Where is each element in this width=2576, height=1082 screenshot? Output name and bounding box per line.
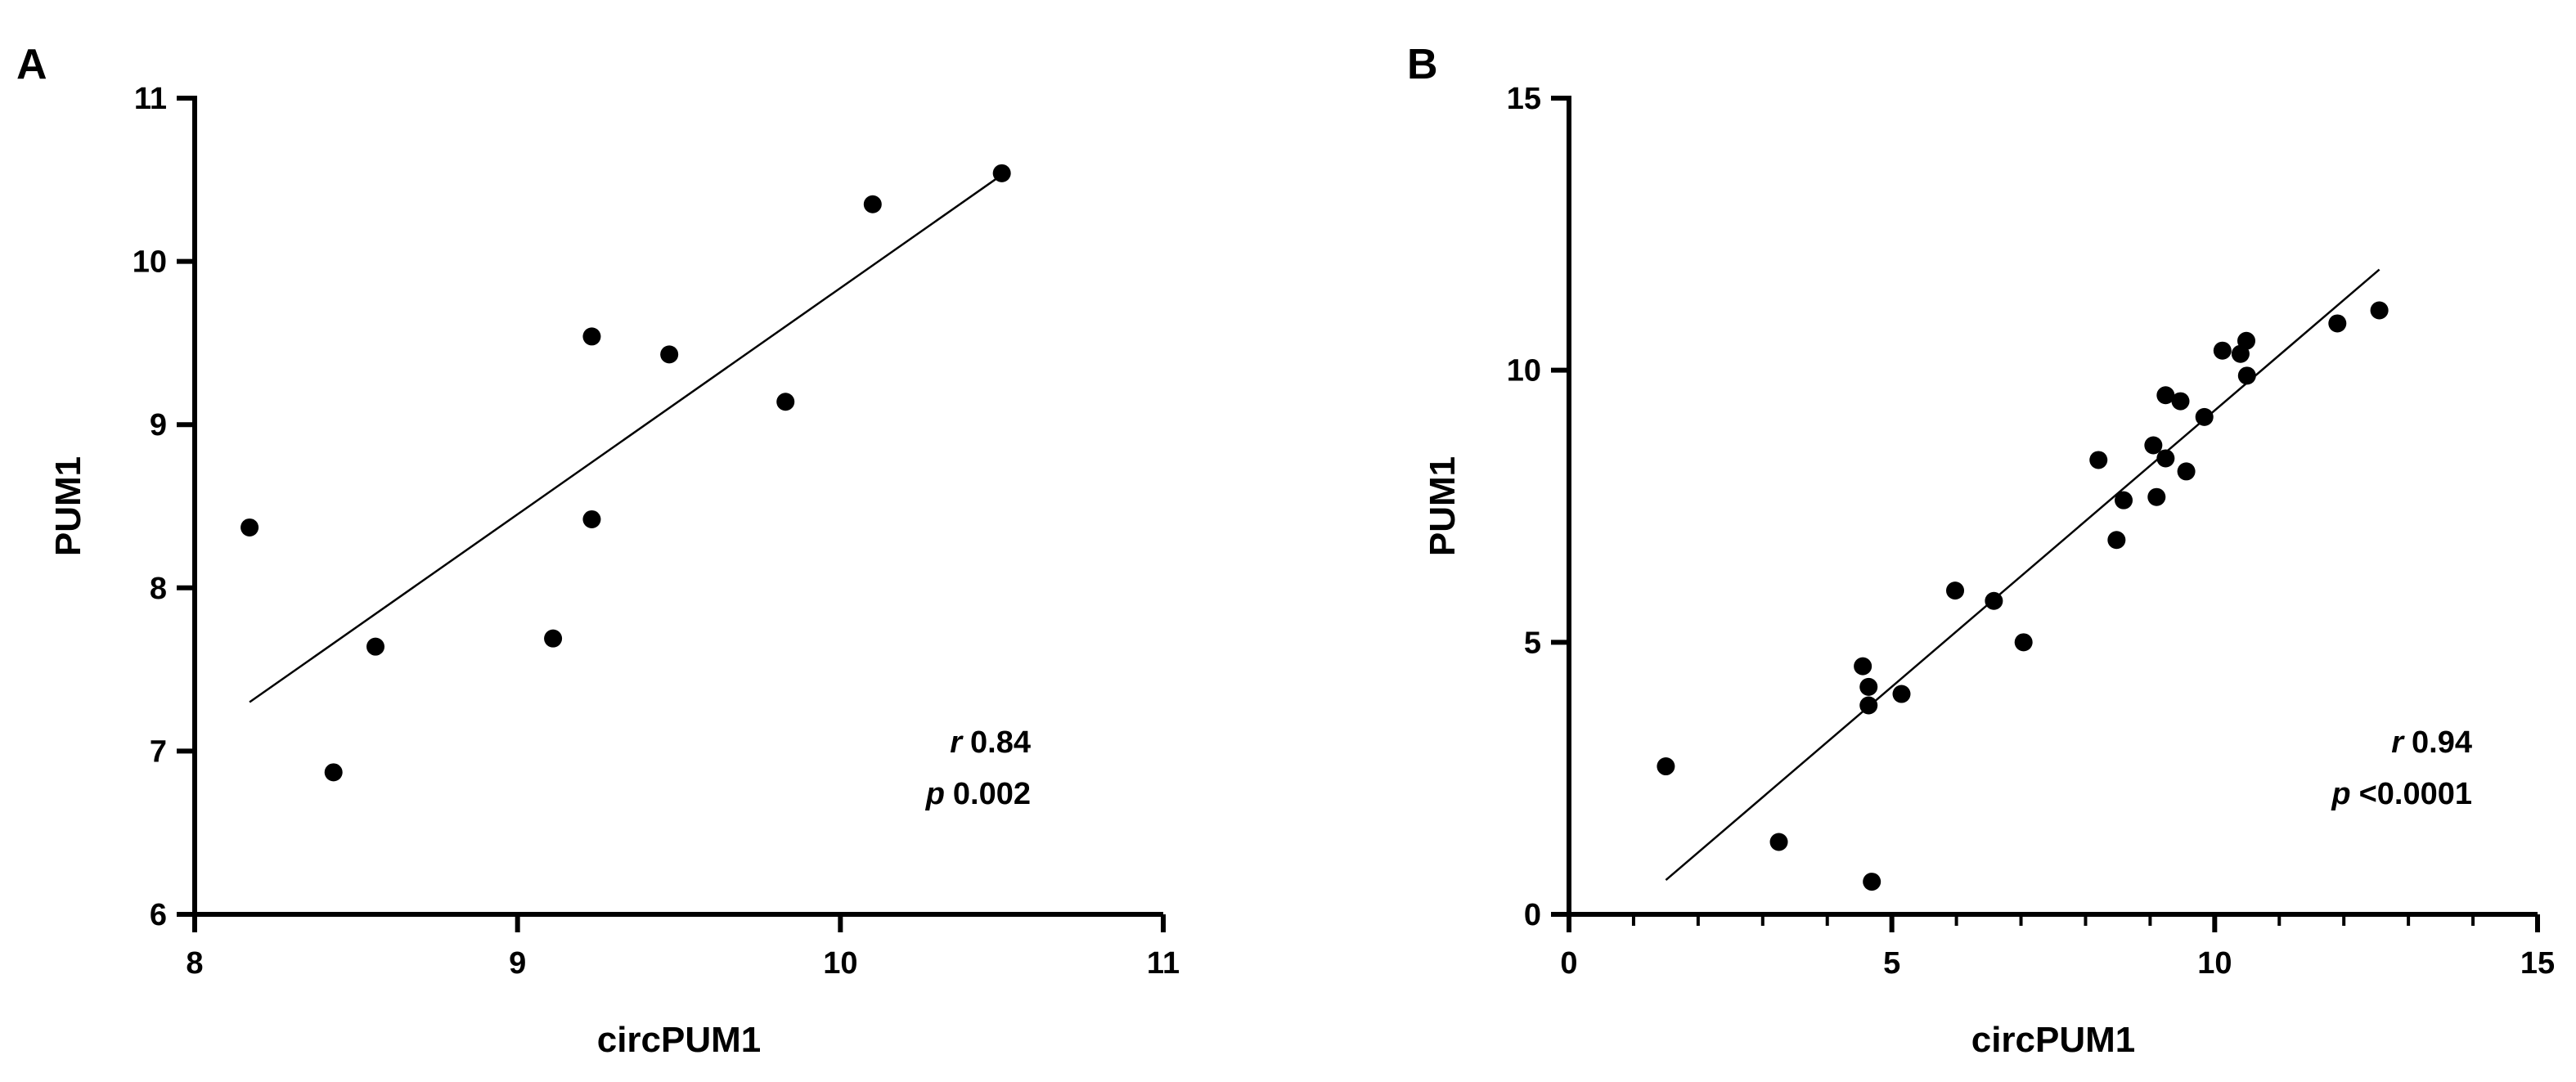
data-point (1859, 677, 1878, 696)
data-point (2171, 392, 2190, 411)
p-symbol: p (925, 777, 945, 811)
data-point (2115, 491, 2133, 510)
r-annotation: r 0.84 (950, 725, 1031, 760)
data-point (2089, 451, 2108, 469)
data-point (2328, 314, 2347, 333)
panel-label: B (1407, 41, 1438, 88)
p-symbol: p (2331, 777, 2350, 811)
data-point (776, 393, 795, 411)
data-point (366, 637, 385, 656)
panel-label: A (16, 41, 47, 88)
x-tick-label: 15 (2520, 946, 2555, 981)
data-point (2370, 301, 2389, 320)
data-point (1657, 757, 1675, 776)
y-tick-label: 10 (1507, 354, 1541, 388)
r-value: 0.84 (970, 725, 1031, 760)
r-symbol: r (2391, 725, 2405, 760)
y-tick-label: 15 (1507, 82, 1541, 116)
data-point (1863, 873, 1881, 891)
data-point (2237, 331, 2256, 350)
data-point (2014, 633, 2033, 652)
y-tick-label: 10 (133, 245, 167, 280)
data-point (324, 763, 343, 782)
p-annotation: p 0.002 (925, 777, 1031, 811)
x-tick-label: 11 (1147, 946, 1180, 981)
p-annotation: p <0.0001 (2331, 777, 2472, 811)
y-tick-label: 11 (134, 82, 167, 116)
data-point (2213, 341, 2232, 360)
x-tick-label: 10 (823, 946, 857, 981)
data-point (1769, 833, 1788, 851)
x-axis-title: circPUM1 (1971, 1020, 2136, 1060)
data-point (2156, 386, 2175, 405)
data-point (2144, 436, 2163, 455)
y-tick-label: 0 (1524, 898, 1541, 932)
y-tick-label: 9 (150, 408, 167, 442)
x-tick-label: 10 (2197, 946, 2232, 981)
x-tick-label: 5 (1883, 946, 1900, 981)
y-axis-title: PUM1 (48, 456, 88, 556)
data-point (1854, 657, 1872, 676)
data-point (2177, 462, 2196, 481)
y-tick-label: 6 (150, 898, 167, 932)
y-tick-label: 7 (150, 734, 167, 769)
data-point (1985, 591, 2003, 610)
data-point (582, 327, 601, 346)
data-point (863, 195, 882, 213)
r-symbol: r (950, 725, 964, 760)
r-annotation: r 0.94 (2391, 725, 2472, 760)
data-point (582, 510, 601, 528)
data-point (1946, 581, 1965, 600)
data-point (992, 164, 1011, 182)
data-point (2237, 366, 2256, 385)
x-tick-label: 0 (1560, 946, 1577, 981)
x-tick-label: 9 (509, 946, 526, 981)
data-point (2156, 449, 2175, 468)
y-tick-label: 8 (150, 572, 167, 606)
panel-b: B 0 5 10 15 0 5 10 15 circPUM1 PUM1 r 0.94 p <0.0001 (1407, 41, 2555, 1060)
data-point (2195, 407, 2214, 426)
p-value: <0.0001 (2359, 777, 2472, 811)
data-point (1892, 685, 1911, 703)
x-tick-label: 8 (186, 946, 203, 981)
regression-line (249, 173, 1003, 703)
data-point (660, 345, 679, 364)
y-tick-label: 5 (1524, 626, 1541, 660)
data-point (544, 629, 563, 648)
y-axis-title: PUM1 (1423, 456, 1463, 556)
r-value: 0.94 (2412, 725, 2472, 760)
x-axis-title: circPUM1 (597, 1020, 762, 1060)
data-point (1859, 696, 1878, 715)
regression-line (1665, 268, 2380, 882)
data-point (2147, 487, 2166, 506)
data-point (241, 518, 259, 537)
p-value: 0.002 (953, 777, 1031, 811)
data-point (2107, 531, 2126, 550)
